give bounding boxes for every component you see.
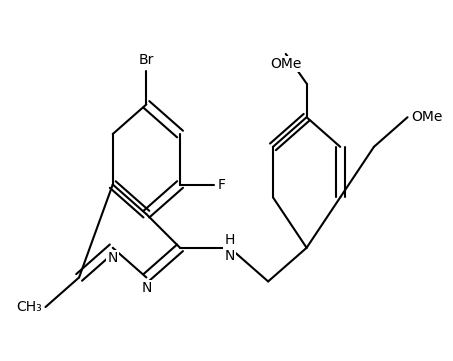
Text: OMe: OMe bbox=[411, 110, 442, 124]
Text: CH₃: CH₃ bbox=[16, 300, 42, 314]
Text: N: N bbox=[107, 251, 118, 265]
Text: OMe: OMe bbox=[270, 57, 301, 71]
Text: H
N: H N bbox=[225, 233, 235, 263]
Text: N: N bbox=[141, 280, 152, 295]
Text: Br: Br bbox=[139, 53, 154, 67]
Text: F: F bbox=[218, 178, 226, 191]
